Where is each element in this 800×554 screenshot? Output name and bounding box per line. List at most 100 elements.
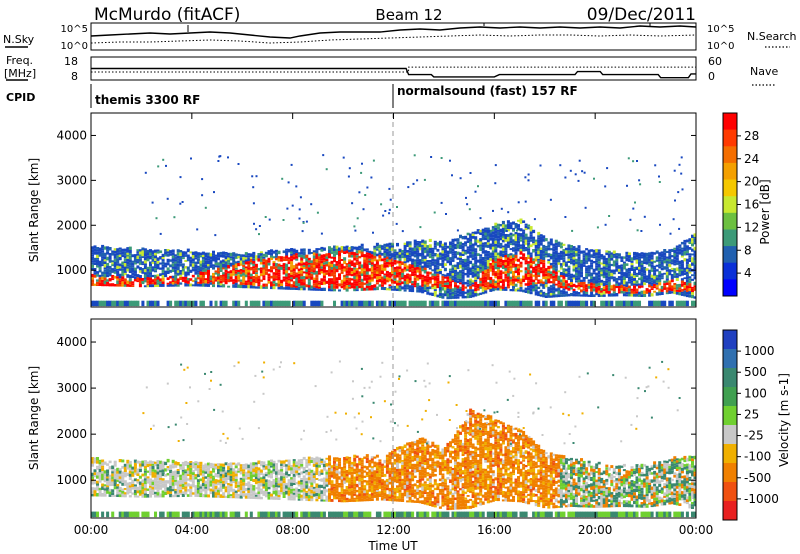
range-gate-cell <box>433 290 437 295</box>
near-range-cell <box>506 300 510 307</box>
range-gate-cell <box>333 491 337 495</box>
scatter-echo <box>287 181 290 184</box>
range-gate-cell <box>398 275 402 278</box>
range-gate-cell <box>466 295 470 299</box>
noise-strip: N.Sky 10^5 10^0 10^5 10^0 N.Search <box>3 22 797 52</box>
range-gate-cell <box>486 242 490 245</box>
range-gate-cell <box>607 281 611 285</box>
range-gate-cell <box>398 287 402 292</box>
near-range-cell <box>622 300 626 307</box>
range-gate-cell <box>118 252 122 255</box>
range-gate-cell <box>398 248 402 253</box>
range-gate-cell <box>108 491 112 495</box>
range-gate-cell <box>328 465 332 468</box>
range-gate-cell <box>638 253 642 257</box>
range-gate-cell <box>209 473 213 477</box>
range-gate-cell <box>680 269 684 271</box>
range-gate-cell <box>252 490 256 493</box>
range-gate-cell <box>217 465 221 469</box>
range-gate-cell <box>91 481 95 485</box>
range-gate-cell <box>214 483 218 486</box>
range-gate-cell <box>426 282 430 285</box>
near-range-cell <box>244 300 248 307</box>
range-gate-cell <box>315 499 319 502</box>
range-gate-cell <box>527 280 531 283</box>
range-gate-cell <box>171 477 175 480</box>
range-gate-cell <box>653 290 657 293</box>
range-gate-cell <box>633 273 637 276</box>
range-gate-cell <box>539 256 543 260</box>
range-gate-cell <box>186 266 190 270</box>
range-gate-cell <box>622 291 626 294</box>
range-gate-cell <box>670 274 674 277</box>
range-gate-cell <box>627 294 631 297</box>
range-gate-cell <box>456 288 460 291</box>
range-gate-cell <box>161 264 165 267</box>
range-gate-cell <box>194 474 198 477</box>
range-gate-cell <box>277 286 281 290</box>
range-gate-cell <box>663 285 667 288</box>
range-gate-cell <box>479 229 483 233</box>
range-gate-cell <box>338 289 342 292</box>
range-gate-cell <box>484 267 488 270</box>
range-gate-cell <box>575 272 579 276</box>
range-gate-cell <box>378 274 382 277</box>
range-gate-cell <box>421 261 425 264</box>
range-gate-cell <box>330 480 334 484</box>
range-gate-cell <box>325 474 329 477</box>
range-gate-cell <box>479 258 483 262</box>
range-gate-cell <box>292 488 296 491</box>
range-gate-cell <box>254 276 258 280</box>
range-gate-cell <box>121 476 125 480</box>
scatter-echo <box>492 209 494 212</box>
range-gate-cell <box>204 488 208 493</box>
range-gate-cell <box>156 282 160 285</box>
range-gate-cell <box>219 275 223 279</box>
range-gate-cell <box>675 260 679 263</box>
range-gate-cell <box>353 255 357 258</box>
range-gate-cell <box>96 485 100 488</box>
range-gate-cell <box>219 473 223 477</box>
range-gate-cell <box>633 288 637 292</box>
range-gate-cell <box>191 470 195 473</box>
range-gate-cell <box>469 244 473 249</box>
range-gate-cell <box>431 256 435 259</box>
range-gate-cell <box>547 294 551 298</box>
range-gate-cell <box>317 282 321 285</box>
range-gate-cell <box>660 264 664 268</box>
range-gate-cell <box>106 284 110 287</box>
range-gate-cell <box>451 291 455 294</box>
range-gate-cell <box>169 250 173 254</box>
range-gate-cell <box>398 282 402 286</box>
near-range-cell <box>262 511 266 518</box>
range-gate-cell <box>595 249 599 253</box>
range-gate-cell <box>358 261 362 265</box>
range-gate-cell <box>189 470 193 475</box>
range-gate-cell <box>320 278 324 282</box>
range-gate-cell <box>693 239 696 243</box>
range-gate-cell <box>280 486 284 490</box>
range-gate-cell <box>101 271 105 275</box>
range-gate-cell <box>237 487 241 490</box>
range-gate-cell <box>622 288 626 292</box>
range-gate-cell <box>668 280 672 283</box>
range-gate-cell <box>426 250 430 254</box>
range-gate-cell <box>186 280 190 284</box>
range-gate-cell <box>509 240 513 244</box>
range-gate-cell <box>302 287 306 291</box>
range-gate-cell <box>322 486 326 489</box>
range-gate-cell <box>441 250 445 254</box>
range-gate-cell <box>547 259 551 261</box>
range-gate-cell <box>151 465 155 469</box>
range-gate-cell <box>292 470 296 474</box>
range-gate-cell <box>287 492 291 496</box>
range-gate-cell <box>340 499 344 503</box>
range-gate-cell <box>254 496 258 500</box>
range-gate-cell <box>310 457 314 460</box>
range-gate-cell <box>93 269 97 273</box>
range-gate-cell <box>363 254 367 258</box>
range-gate-cell <box>484 265 488 267</box>
range-gate-cell <box>615 268 619 272</box>
range-gate-cell <box>118 468 122 471</box>
range-gate-cell <box>252 268 256 272</box>
